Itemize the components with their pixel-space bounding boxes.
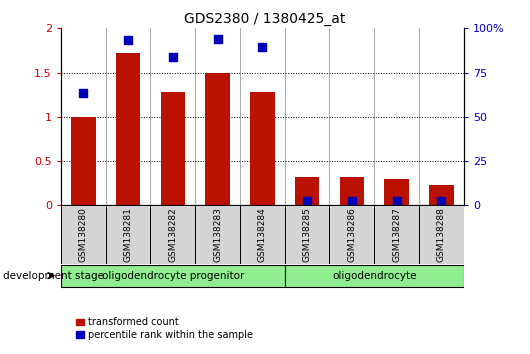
Bar <box>240 205 285 264</box>
Text: GSM138282: GSM138282 <box>169 207 178 262</box>
Text: GSM138286: GSM138286 <box>347 207 356 262</box>
Bar <box>250 92 275 205</box>
Text: GSM138285: GSM138285 <box>303 207 312 262</box>
Text: GDS2380 / 1380425_at: GDS2380 / 1380425_at <box>184 12 346 27</box>
Point <box>392 198 401 204</box>
Bar <box>330 205 374 264</box>
Bar <box>71 117 95 205</box>
Point <box>258 44 267 50</box>
Bar <box>105 205 151 264</box>
Text: GSM138280: GSM138280 <box>79 207 88 262</box>
Bar <box>429 185 454 205</box>
Text: oligodendrocyte: oligodendrocyte <box>332 270 417 281</box>
Text: GSM138283: GSM138283 <box>213 207 222 262</box>
Text: GSM138281: GSM138281 <box>123 207 132 262</box>
Bar <box>116 53 140 205</box>
Bar <box>419 205 464 264</box>
Bar <box>340 177 364 205</box>
Text: development stage: development stage <box>3 270 104 281</box>
Bar <box>151 205 195 264</box>
Bar <box>205 73 230 205</box>
Text: GSM138288: GSM138288 <box>437 207 446 262</box>
Bar <box>285 205 330 264</box>
Bar <box>374 205 419 264</box>
Point <box>437 198 446 204</box>
Text: GSM138284: GSM138284 <box>258 207 267 262</box>
Point <box>303 198 311 204</box>
Point <box>169 54 177 59</box>
Point <box>79 90 87 96</box>
Point <box>124 37 132 43</box>
Legend: transformed count, percentile rank within the sample: transformed count, percentile rank withi… <box>76 318 253 340</box>
Bar <box>295 177 320 205</box>
Bar <box>285 265 464 287</box>
Bar <box>61 205 105 264</box>
Text: GSM138287: GSM138287 <box>392 207 401 262</box>
Bar <box>61 265 285 287</box>
Bar <box>384 179 409 205</box>
Text: oligodendrocyte progenitor: oligodendrocyte progenitor <box>102 270 244 281</box>
Bar <box>161 92 185 205</box>
Point <box>348 198 356 204</box>
Point <box>214 36 222 42</box>
Bar <box>195 205 240 264</box>
